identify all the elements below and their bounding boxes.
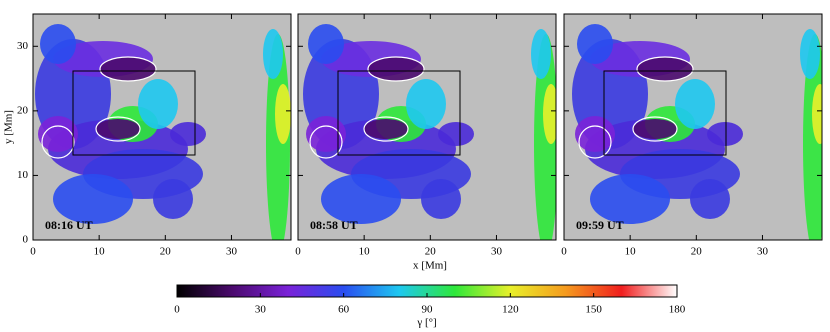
panel-label: 08:16 UT [45,218,93,232]
map-region [96,119,140,139]
map-region [308,24,344,64]
map-region [100,57,156,81]
map-region [633,119,677,139]
roi-box [72,70,196,156]
colorbar-tick-label: 180 [669,304,686,316]
map-region [690,179,730,219]
panel: 0 10 20 30 09:59 UT [561,13,823,258]
map-region [438,122,474,146]
y-tick-label: 10 [17,169,29,181]
contour [632,116,678,142]
colorbar-tick-label: 0 [174,304,180,316]
map-region [421,179,461,219]
map-region [812,84,822,144]
x-tick-label: 10 [359,246,371,258]
roi-box [337,70,461,156]
colorbar-tick-label: 60 [338,304,350,316]
map-region [306,116,346,152]
x-tick-label: 30 [757,246,769,258]
panel-frame [297,13,557,241]
map-region [675,79,715,129]
map-region [275,84,291,144]
panel-frame [32,13,292,241]
y-axis-label: y [Mm] [3,110,15,144]
colorbar-label: γ [°] [416,317,436,329]
panel-label: 08:58 UT [310,218,358,232]
map-region [368,57,424,81]
map-region [707,122,743,146]
map [35,24,291,240]
colorbar-tick-label: 90 [422,304,434,316]
x-tick-label: 10 [625,246,637,258]
colorbar-tick-label: 120 [502,304,519,316]
map-region [800,29,820,79]
x-tick-label: 20 [160,246,172,258]
x-tick-label: 30 [491,246,503,258]
x-tick-label: 20 [425,246,437,258]
x-tick-label: 20 [691,246,703,258]
contour [309,125,343,159]
x-axis-label: x [Mm] [413,260,447,272]
colorbar-tick-label: 30 [255,304,267,316]
y-tick-label: 20 [17,104,29,116]
map-region [263,29,283,79]
x-tick-label: 0 [295,246,301,258]
map-region [577,24,613,64]
map-region [138,79,178,129]
map-region [38,116,78,152]
map-region [803,34,822,240]
x-tick-label: 0 [561,246,567,258]
map-region [53,174,133,224]
map-region [575,116,615,152]
map-region [364,119,408,139]
panel-label: 09:59 UT [576,218,624,232]
map-region [637,57,693,81]
map-region [531,29,551,79]
contour [363,116,409,142]
map-region [406,79,446,129]
contour [367,56,425,82]
colorbar-tick-label: 150 [585,304,602,316]
x-tick-label: 10 [94,246,106,258]
contour [99,56,157,82]
contour [41,125,75,159]
y-tick-label: 0 [23,234,29,246]
contour [636,56,694,82]
panel-frame [563,13,823,241]
roi-box [603,70,727,156]
map-region [543,84,556,144]
map-region [590,174,670,224]
x-tick-label: 30 [226,246,238,258]
x-tick-label: 0 [30,246,36,258]
contour [578,125,612,159]
panel: 0 10 20 30 0 10 20 30 08:16 UT [17,13,292,258]
map-region [40,24,76,64]
panel: 0 10 20 30 08:58 UT [295,13,557,258]
map [572,24,822,240]
map-region [170,122,206,146]
contour [95,116,141,142]
map-region [321,174,401,224]
y-tick-label: 30 [17,40,29,52]
map-region [153,179,193,219]
map [303,24,556,240]
